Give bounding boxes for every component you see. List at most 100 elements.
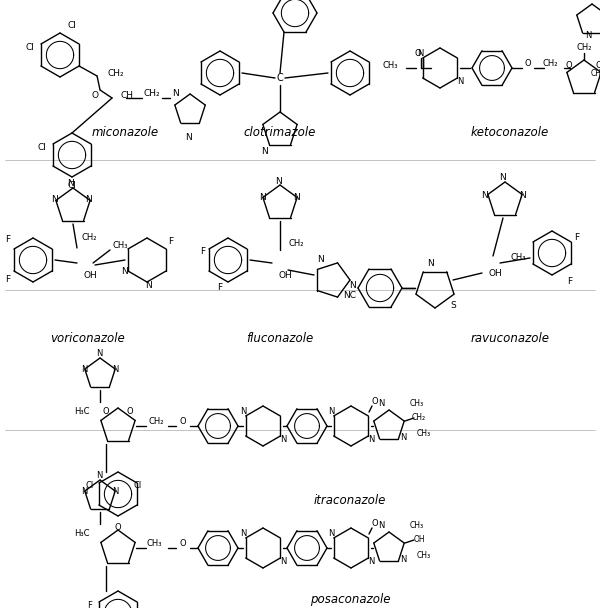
Text: S: S	[450, 302, 456, 311]
Text: N: N	[400, 556, 406, 564]
Text: H₃C: H₃C	[74, 528, 90, 537]
Text: N: N	[457, 77, 463, 86]
Text: O: O	[115, 523, 121, 533]
Text: OH: OH	[278, 272, 292, 280]
Text: N: N	[185, 134, 191, 142]
Text: CH₂: CH₂	[288, 238, 304, 247]
Text: O: O	[103, 407, 109, 416]
Text: ravuconazole: ravuconazole	[470, 331, 550, 345]
Text: N: N	[81, 486, 87, 496]
Text: CH₃: CH₃	[112, 241, 128, 250]
Text: N: N	[240, 530, 246, 539]
Text: OH: OH	[83, 272, 97, 280]
Text: F: F	[88, 601, 92, 608]
Text: N: N	[280, 558, 286, 567]
Text: N: N	[68, 179, 74, 188]
Text: N: N	[520, 190, 526, 199]
Text: N: N	[112, 486, 118, 496]
Text: N: N	[96, 471, 102, 480]
Text: CH₂: CH₂	[542, 60, 558, 69]
Text: N: N	[378, 399, 384, 409]
Text: N: N	[52, 196, 58, 204]
Text: N: N	[172, 89, 178, 98]
Text: F: F	[5, 235, 11, 244]
Text: NC: NC	[343, 291, 356, 300]
Text: CH: CH	[120, 91, 133, 100]
Text: N: N	[317, 255, 323, 264]
Text: CH₂: CH₂	[81, 233, 97, 243]
Text: N: N	[122, 268, 128, 277]
Text: N: N	[427, 260, 433, 269]
Text: O: O	[179, 416, 187, 426]
Text: N: N	[240, 407, 246, 416]
Text: CH₃: CH₃	[410, 399, 424, 409]
Text: itraconazole: itraconazole	[314, 494, 386, 506]
Text: CH₃: CH₃	[417, 551, 431, 561]
Text: Cl: Cl	[68, 181, 76, 190]
Text: F: F	[217, 283, 223, 291]
Text: CH₂: CH₂	[576, 44, 592, 52]
Text: N: N	[86, 196, 92, 204]
Text: O: O	[566, 61, 572, 71]
Text: CH₂: CH₂	[144, 89, 160, 98]
Text: O: O	[524, 60, 532, 69]
Text: CH₂: CH₂	[148, 416, 164, 426]
Text: N: N	[146, 282, 152, 291]
Text: OH: OH	[413, 536, 425, 545]
Text: CH₂: CH₂	[412, 413, 426, 423]
Text: N: N	[349, 280, 355, 289]
Text: voriconazole: voriconazole	[50, 331, 125, 345]
Text: CH₂: CH₂	[107, 69, 124, 77]
Text: O: O	[92, 91, 98, 100]
Text: clotrimazole: clotrimazole	[244, 126, 316, 139]
Text: N: N	[368, 435, 374, 444]
Text: Cl: Cl	[68, 21, 76, 30]
Text: N: N	[262, 148, 268, 156]
Text: O: O	[179, 539, 187, 547]
Text: O: O	[596, 61, 600, 71]
Text: N: N	[81, 365, 87, 373]
Text: N: N	[328, 530, 334, 539]
Text: Cl: Cl	[323, 0, 331, 2]
Text: N: N	[499, 173, 505, 182]
Text: N: N	[378, 522, 384, 531]
Text: CH₃: CH₃	[417, 429, 431, 438]
Text: F: F	[5, 275, 11, 285]
Text: CH₃: CH₃	[510, 254, 526, 263]
Text: N: N	[585, 30, 591, 40]
Text: miconazole: miconazole	[91, 126, 158, 139]
Text: Cl: Cl	[26, 43, 34, 52]
Text: N: N	[328, 407, 334, 416]
Text: N: N	[280, 435, 286, 444]
Text: N: N	[293, 193, 299, 201]
Text: Cl: Cl	[86, 482, 94, 491]
Text: Cl: Cl	[38, 142, 46, 151]
Text: O: O	[127, 407, 133, 416]
Text: OH: OH	[488, 269, 502, 277]
Text: CH₃: CH₃	[146, 539, 162, 547]
Text: N: N	[112, 365, 118, 373]
Text: H₃C: H₃C	[74, 407, 90, 415]
Text: N: N	[259, 193, 265, 201]
Text: F: F	[200, 247, 206, 257]
Text: N: N	[482, 190, 488, 199]
Text: F: F	[568, 277, 572, 286]
Text: posaconazole: posaconazole	[310, 593, 390, 607]
Text: N: N	[275, 176, 281, 185]
Text: CH₃: CH₃	[382, 61, 398, 69]
Text: ketoconazole: ketoconazole	[471, 126, 549, 139]
Text: O: O	[371, 519, 379, 528]
Text: N: N	[368, 558, 374, 567]
Text: F: F	[169, 238, 173, 246]
Text: Cl: Cl	[134, 482, 142, 491]
Text: N: N	[400, 434, 406, 443]
Text: F: F	[574, 232, 580, 241]
Text: O: O	[371, 396, 379, 406]
Text: C: C	[277, 73, 283, 83]
Text: N: N	[96, 350, 102, 359]
Text: CH₂: CH₂	[591, 69, 600, 77]
Text: CH₃: CH₃	[410, 522, 424, 531]
Text: N: N	[417, 49, 423, 58]
Text: fluconazole: fluconazole	[247, 331, 314, 345]
Text: O: O	[415, 49, 421, 58]
